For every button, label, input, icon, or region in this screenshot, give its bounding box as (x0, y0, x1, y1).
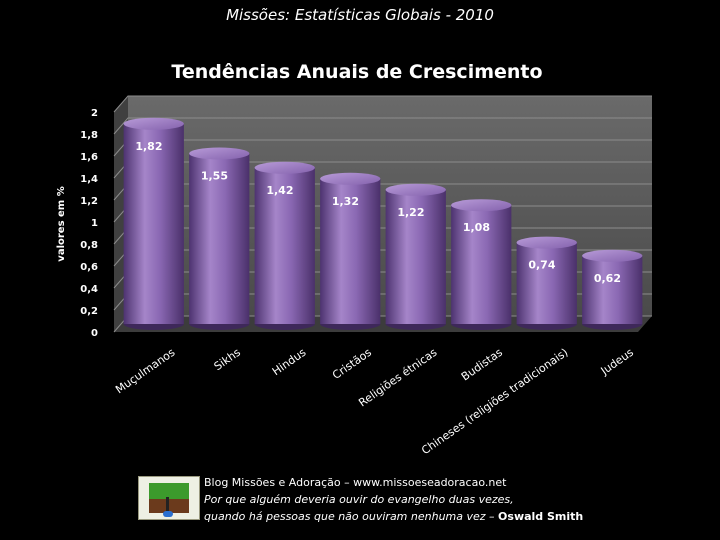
y-axis-label: valores em % (56, 186, 67, 261)
y-tick-label: 0,2 (80, 306, 98, 317)
bar-top (451, 199, 512, 212)
data-label: 1,32 (332, 195, 359, 208)
y-tick-label: 1,8 (80, 130, 98, 141)
footer: Blog Missões e Adoração – www.missoesead… (138, 474, 698, 536)
x-tick-label: Muçulmanos (113, 346, 178, 397)
y-tick-label: 0,8 (80, 240, 98, 251)
footer-quote-line-2: quando há pessoas que não ouviram nenhum… (204, 508, 583, 525)
gridline (113, 95, 652, 113)
bar-top (582, 249, 643, 262)
oil-well-field-icon (138, 476, 200, 520)
y-tick-label: 1,4 (80, 174, 98, 185)
bar-top (189, 147, 250, 160)
y-tick-label: 0 (91, 328, 98, 339)
footer-quote-line-1: Por que alguém deveria ouvir do evangelh… (204, 493, 514, 506)
bar (385, 189, 446, 324)
x-tick-label: Budistas (459, 346, 505, 384)
x-tick-label: Judeus (598, 346, 637, 378)
data-label: 1,55 (201, 170, 228, 183)
x-tick-label: Hindus (270, 346, 309, 379)
bar (451, 205, 512, 324)
y-tick-label: 1,2 (80, 196, 98, 207)
bar (320, 178, 381, 324)
chart-svg: Tendências Anuais de Crescimento valores… (56, 61, 652, 457)
footer-text: Blog Missões e Adoração – www.missoesead… (204, 474, 583, 525)
data-label: 1,42 (266, 184, 293, 197)
bar (189, 153, 250, 324)
data-label: 0,62 (594, 272, 621, 285)
bar (582, 255, 643, 324)
bar (254, 167, 315, 324)
footer-blog-line: Blog Missões e Adoração – www.missoesead… (204, 476, 507, 489)
data-label: 1,22 (397, 206, 424, 219)
bar-top (254, 161, 315, 174)
y-tick-label: 2 (91, 108, 98, 119)
chart: Tendências Anuais de Crescimento valores… (52, 42, 672, 482)
slide-title: Missões: Estatísticas Globais - 2010 (226, 6, 494, 24)
bar-top (320, 172, 381, 185)
bar-top (123, 117, 184, 130)
y-tick-label: 1,6 (80, 152, 98, 163)
footer-quote-author: Oswald Smith (498, 510, 584, 523)
chart-title: Tendências Anuais de Crescimento (171, 61, 542, 83)
y-tick-label: 0,6 (80, 262, 98, 273)
data-label: 1,08 (463, 221, 490, 234)
bar-top (385, 183, 446, 196)
bar (516, 242, 577, 324)
data-label: 0,74 (528, 259, 555, 272)
gridline (113, 117, 652, 135)
x-tick-label: Cristãos (330, 346, 374, 382)
y-tick-label: 1 (91, 218, 98, 229)
bar-top (516, 236, 577, 249)
y-tick-label: 0,4 (80, 284, 98, 295)
x-tick-label: Sikhs (212, 346, 244, 374)
footer-quote-text: quando há pessoas que não ouviram nenhum… (204, 510, 499, 523)
data-label: 1,82 (135, 140, 162, 153)
bar (123, 123, 184, 324)
